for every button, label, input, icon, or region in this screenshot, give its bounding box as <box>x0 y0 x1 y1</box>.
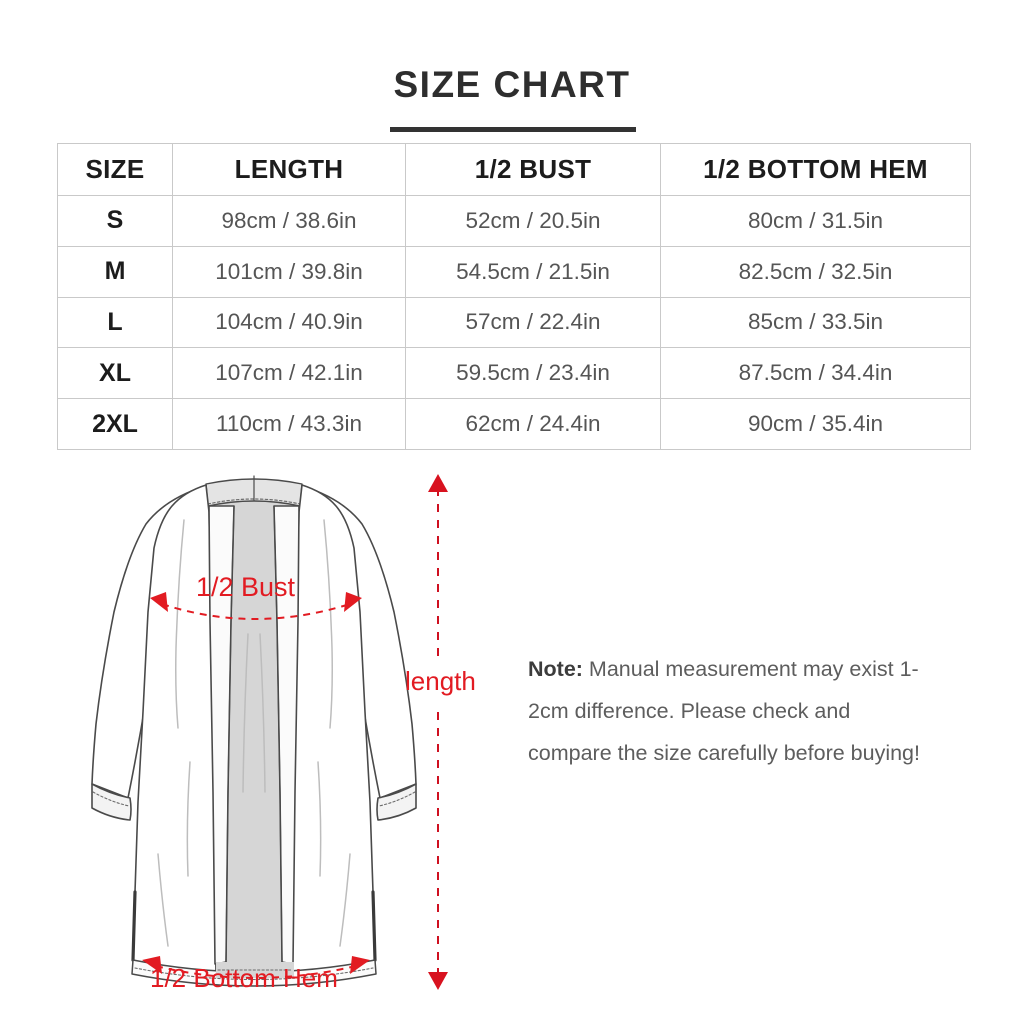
table-header-row: SIZE LENGTH 1/2 BUST 1/2 BOTTOM HEM <box>57 143 971 196</box>
note-prefix: Note: <box>528 657 583 681</box>
bust-dimension <box>150 592 362 620</box>
cell-bust: 62cm / 24.4in <box>405 398 661 450</box>
column-header-size: SIZE <box>57 143 173 196</box>
cell-size: M <box>57 245 173 298</box>
length-dimension <box>424 474 452 990</box>
title-underline <box>390 127 636 132</box>
bottom-hem-label: 1/2 Bottom Hem <box>150 963 338 993</box>
table-row: XL 107cm / 42.1in 59.5cm / 23.4in 87.5cm… <box>57 347 971 400</box>
bust-dimension-line <box>161 603 351 620</box>
page-title: SIZE CHART <box>393 64 631 105</box>
size-chart-table: SIZE LENGTH 1/2 BUST 1/2 BOTTOM HEM S 98… <box>57 143 971 450</box>
cell-size: XL <box>57 347 173 400</box>
hem-arrow-right <box>350 956 370 974</box>
garment-illustration <box>88 462 448 1002</box>
collar-stitch <box>207 498 301 505</box>
hem-arrow-left <box>142 956 162 974</box>
column-header-hem: 1/2 BOTTOM HEM <box>660 143 971 196</box>
cell-bust: 52cm / 20.5in <box>405 195 661 247</box>
cell-length: 110cm / 43.3in <box>172 398 406 450</box>
column-header-length: LENGTH <box>172 143 406 196</box>
measurement-note: Note: Manual measurement may exist 1-2cm… <box>528 648 928 774</box>
bottom-hem-dimension <box>142 956 370 979</box>
cell-hem: 87.5cm / 34.4in <box>660 347 971 400</box>
cell-hem: 90cm / 35.4in <box>660 398 971 450</box>
length-arrow-bottom <box>428 972 448 990</box>
cell-length: 101cm / 39.8in <box>172 245 406 298</box>
length-label: length <box>405 666 476 696</box>
cell-hem: 85cm / 33.5in <box>660 296 971 349</box>
table-row: M 101cm / 39.8in 54.5cm / 21.5in 82.5cm … <box>57 245 971 298</box>
cell-bust: 54.5cm / 21.5in <box>405 245 661 298</box>
column-header-bust: 1/2 BUST <box>405 143 661 196</box>
cell-bust: 59.5cm / 23.4in <box>405 347 661 400</box>
page-title-wrap: SIZE CHART <box>0 66 1024 103</box>
left-cuff <box>91 783 132 821</box>
cell-size: L <box>57 296 173 349</box>
cell-length: 104cm / 40.9in <box>172 296 406 349</box>
table-row: S 98cm / 38.6in 52cm / 20.5in 80cm / 31.… <box>57 195 971 247</box>
cell-size: S <box>57 195 173 247</box>
right-cuff-stitch <box>378 791 416 807</box>
table-row: 2XL 110cm / 43.3in 62cm / 24.4in 90cm / … <box>57 398 971 450</box>
bust-label: 1/2 Bust <box>196 572 296 602</box>
cell-length: 98cm / 38.6in <box>172 195 406 247</box>
hem-stitch <box>134 967 374 981</box>
left-cuff-stitch <box>92 791 130 807</box>
bust-arrow-left <box>150 592 168 612</box>
table-row: L 104cm / 40.9in 57cm / 22.4in 85cm / 33… <box>57 296 971 349</box>
note-body: Manual measurement may exist 1-2cm diffe… <box>528 657 920 765</box>
cell-length: 107cm / 42.1in <box>172 347 406 400</box>
cell-bust: 57cm / 22.4in <box>405 296 661 349</box>
cell-hem: 80cm / 31.5in <box>660 195 971 247</box>
cell-size: 2XL <box>57 398 173 450</box>
cell-hem: 82.5cm / 32.5in <box>660 245 971 298</box>
right-cuff <box>376 783 417 821</box>
bust-arrow-right <box>344 592 362 612</box>
length-arrow-top <box>428 474 448 492</box>
